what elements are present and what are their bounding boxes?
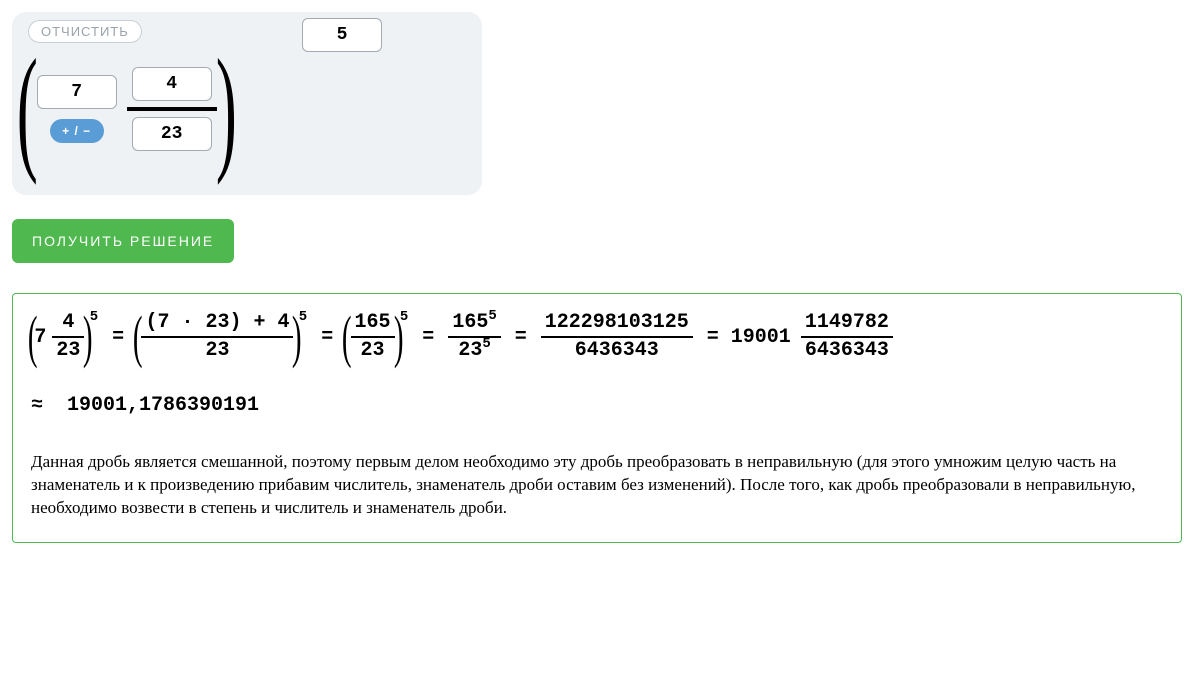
whole-part-column: 7 + / − xyxy=(37,75,117,143)
step3-bot: 23 xyxy=(357,340,389,362)
step6-whole: 19001 xyxy=(731,326,791,349)
fraction-bar xyxy=(127,107,217,111)
step1-group: ( 7 4 23 ) xyxy=(31,312,90,362)
step3-group: ( 165 23 ) xyxy=(345,312,400,362)
approx-line: ≈ 19001,1786390191 xyxy=(31,394,1163,417)
equals-2: = xyxy=(321,326,333,349)
left-paren-icon: ( xyxy=(17,39,38,179)
step5-bot: 6436343 xyxy=(571,340,663,362)
explanation-text: Данная дробь является смешанной, поэтому… xyxy=(31,451,1163,520)
step5-top: 122298103125 xyxy=(541,312,693,334)
solution-box: ( 7 4 23 ) 5 = ( (7 · 23) + 4 23 ) 5 xyxy=(12,293,1182,543)
step2-top: (7 · 23) + 4 xyxy=(141,312,293,334)
step3-top: 165 xyxy=(351,312,395,334)
step1-num: 4 xyxy=(58,312,78,334)
whole-input[interactable]: 7 xyxy=(37,75,117,109)
exponent-input[interactable]: 5 xyxy=(302,18,382,52)
step4-frac: 1655 235 xyxy=(448,312,500,362)
equals-3: = xyxy=(422,326,434,349)
step6-bot: 6436343 xyxy=(801,340,893,362)
equals-5: = xyxy=(707,326,719,349)
step4-top: 165 xyxy=(452,311,488,334)
sign-toggle-button[interactable]: + / − xyxy=(50,119,104,143)
step4-top-exp: 5 xyxy=(488,308,496,324)
approx-value: 19001,1786390191 xyxy=(67,394,259,417)
step4-bot: 23 xyxy=(458,339,482,362)
step6-top: 1149782 xyxy=(801,312,893,334)
lparen-icon: ( xyxy=(28,314,38,360)
denominator-input[interactable]: 23 xyxy=(132,117,212,151)
right-paren-icon: ) xyxy=(215,39,236,179)
lparen-icon: ( xyxy=(342,314,352,360)
step1-exp: 5 xyxy=(90,309,98,325)
mixed-fraction-group: ( 7 + / − 4 23 ) xyxy=(28,39,466,179)
numerator-input[interactable]: 4 xyxy=(132,67,212,101)
step2-group: ( (7 · 23) + 4 23 ) xyxy=(136,312,299,362)
lparen-icon: ( xyxy=(133,314,143,360)
step1-den: 23 xyxy=(52,340,84,362)
equals-1: = xyxy=(112,326,124,349)
step5-frac: 122298103125 6436343 xyxy=(541,312,693,362)
fraction-input-panel: ОТЧИСТИТЬ 5 ( 7 + / − 4 23 ) xyxy=(12,12,482,195)
solve-button[interactable]: ПОЛУЧИТЬ РЕШЕНИЕ xyxy=(12,219,234,263)
step2-bot: 23 xyxy=(201,340,233,362)
step4-bot-exp: 5 xyxy=(482,336,490,352)
step6-mixed: 19001 1149782 6436343 xyxy=(731,312,895,362)
step2-exp: 5 xyxy=(299,309,307,325)
equals-4: = xyxy=(515,326,527,349)
approx-symbol: ≈ xyxy=(31,394,43,417)
fraction-column: 4 23 xyxy=(127,67,217,151)
solution-equation-line: ( 7 4 23 ) 5 = ( (7 · 23) + 4 23 ) 5 xyxy=(31,312,1163,362)
step3-exp: 5 xyxy=(400,309,408,325)
clear-button[interactable]: ОТЧИСТИТЬ xyxy=(28,20,142,43)
